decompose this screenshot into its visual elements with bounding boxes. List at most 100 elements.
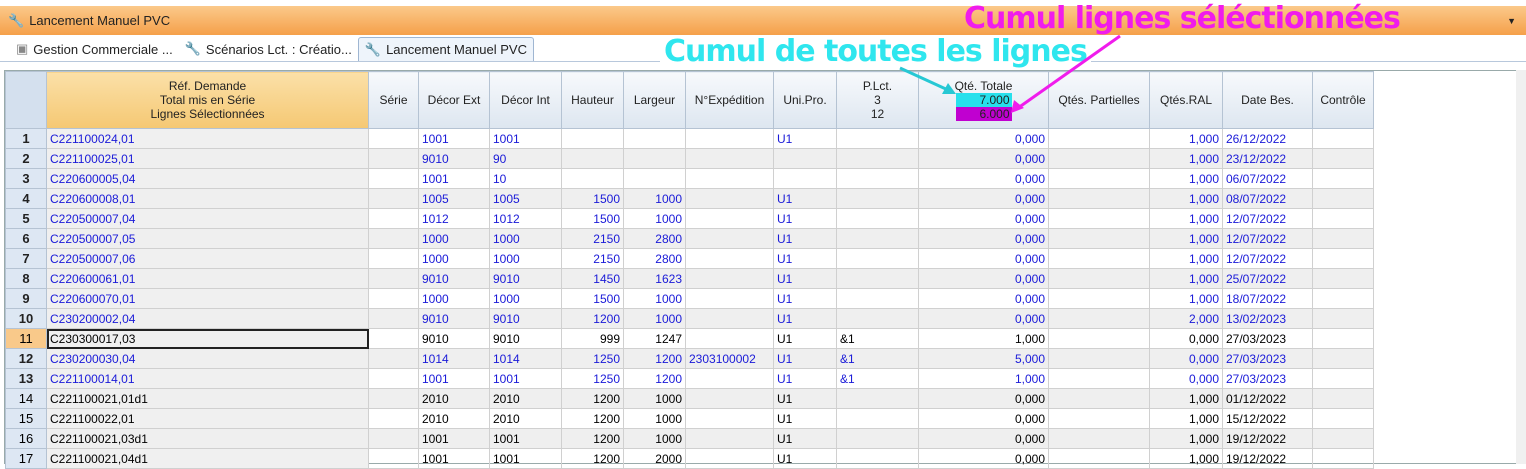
cell-part[interactable] <box>1048 288 1150 309</box>
cell-ref[interactable]: C220500007,05 <box>46 228 369 249</box>
table-row[interactable]: 4 C220600008,01 1005 1005 1500 1000 U1 0,000 1,0… <box>5 188 1374 209</box>
cell-int[interactable]: 2010 <box>489 388 562 409</box>
cell-h[interactable]: 1200 <box>561 408 624 429</box>
cell-qte[interactable]: 0,000 <box>918 268 1049 289</box>
dropdown-arrow-icon[interactable]: ▼ <box>1507 15 1516 26</box>
cell-l[interactable]: 1000 <box>623 188 686 209</box>
table-row[interactable]: 5 C220500007,04 1012 1012 1500 1000 U1 0,000 1,0… <box>5 208 1374 229</box>
cell-plct[interactable] <box>836 148 919 169</box>
cell-int[interactable]: 1012 <box>489 208 562 229</box>
cell-date[interactable]: 18/07/2022 <box>1222 288 1313 309</box>
cell-exp[interactable] <box>685 368 774 389</box>
cell-plct[interactable]: &1 <box>836 348 919 369</box>
cell-h[interactable]: 1200 <box>561 448 624 469</box>
cell-exp[interactable] <box>685 128 774 149</box>
cell-part[interactable] <box>1048 328 1150 349</box>
cell-h[interactable]: 1500 <box>561 208 624 229</box>
cell-h[interactable]: 1200 <box>561 308 624 329</box>
cell-serie[interactable] <box>368 428 419 449</box>
cell-plct[interactable] <box>836 308 919 329</box>
cell-serie[interactable] <box>368 148 419 169</box>
cell-h[interactable]: 2150 <box>561 248 624 269</box>
cell-date[interactable]: 08/07/2022 <box>1222 188 1313 209</box>
table-row[interactable]: 14 C221100021,01d1 2010 2010 1200 1000 U1 0,000… <box>5 388 1374 409</box>
cell-plct[interactable] <box>836 388 919 409</box>
cell-serie[interactable] <box>368 408 419 429</box>
cell-h[interactable] <box>561 168 624 189</box>
cell-exp[interactable] <box>685 408 774 429</box>
cell-part[interactable] <box>1048 388 1150 409</box>
col-largeur[interactable]: Largeur <box>623 71 686 129</box>
cell-ref[interactable]: C221100022,01 <box>46 408 369 429</box>
cell-h[interactable] <box>561 148 624 169</box>
cell-qte[interactable]: 1,000 <box>918 368 1049 389</box>
cell-uni[interactable] <box>773 148 837 169</box>
cell-plct[interactable] <box>836 128 919 149</box>
cell-date[interactable]: 12/07/2022 <box>1222 228 1313 249</box>
cell-uni[interactable]: U1 <box>773 428 837 449</box>
row-number[interactable]: 15 <box>5 408 47 429</box>
cell-exp[interactable]: 2303100002 <box>685 348 774 369</box>
cell-exp[interactable] <box>685 388 774 409</box>
cell-date[interactable]: 12/07/2022 <box>1222 248 1313 269</box>
row-number[interactable]: 2 <box>5 148 47 169</box>
cell-int[interactable]: 1001 <box>489 368 562 389</box>
cell-ral[interactable]: 1,000 <box>1149 388 1223 409</box>
cell-ctrl[interactable] <box>1312 228 1374 249</box>
data-grid[interactable]: Réf. Demande Total mis en Série Lignes Sél… <box>4 70 1522 469</box>
cell-ext[interactable]: 9010 <box>418 328 490 349</box>
table-row[interactable]: 12 C230200030,04 1014 1014 1250 1200 230310000… <box>5 348 1374 369</box>
cell-part[interactable] <box>1048 308 1150 329</box>
cell-serie[interactable] <box>368 188 419 209</box>
cell-ref[interactable]: C230200030,04 <box>46 348 369 369</box>
col-date-bes[interactable]: Date Bes. <box>1222 71 1313 129</box>
cell-ral[interactable]: 1,000 <box>1149 428 1223 449</box>
cell-qte[interactable]: 0,000 <box>918 228 1049 249</box>
cell-ctrl[interactable] <box>1312 308 1374 329</box>
row-number[interactable]: 9 <box>5 288 47 309</box>
col-decor-ext[interactable]: Décor Ext <box>418 71 490 129</box>
cell-ctrl[interactable] <box>1312 448 1374 469</box>
row-number[interactable]: 17 <box>5 448 47 469</box>
row-number[interactable]: 16 <box>5 428 47 449</box>
cell-ext[interactable]: 1000 <box>418 288 490 309</box>
cell-serie[interactable] <box>368 368 419 389</box>
row-number[interactable]: 14 <box>5 388 47 409</box>
row-number[interactable]: 8 <box>5 268 47 289</box>
cell-ref[interactable]: C220500007,06 <box>46 248 369 269</box>
cell-ral[interactable]: 1,000 <box>1149 268 1223 289</box>
cell-ctrl[interactable] <box>1312 408 1374 429</box>
cell-ref[interactable]: C220500007,04 <box>46 208 369 229</box>
cell-l[interactable]: 1000 <box>623 408 686 429</box>
row-number[interactable]: 5 <box>5 208 47 229</box>
cell-h[interactable] <box>561 128 624 149</box>
cell-ext[interactable]: 1001 <box>418 128 490 149</box>
col-qtes-partielles[interactable]: Qtés. Partielles <box>1048 71 1150 129</box>
tab-lancement-manuel[interactable]: 🔧 Lancement Manuel PVC <box>357 37 534 61</box>
cell-ral[interactable]: 1,000 <box>1149 288 1223 309</box>
cell-l[interactable]: 1200 <box>623 368 686 389</box>
cell-ext[interactable]: 1000 <box>418 248 490 269</box>
cell-int[interactable]: 90 <box>489 148 562 169</box>
cell-qte[interactable]: 0,000 <box>918 408 1049 429</box>
cell-int[interactable]: 9010 <box>489 308 562 329</box>
cell-l[interactable]: 1200 <box>623 348 686 369</box>
tab-gestion-commerciale[interactable]: ▣ Gestion Commerciale ... <box>10 37 179 61</box>
row-number[interactable]: 11 <box>5 328 47 349</box>
cell-plct[interactable]: &1 <box>836 368 919 389</box>
cell-ral[interactable]: 0,000 <box>1149 348 1223 369</box>
table-row[interactable]: 9 C220600070,01 1000 1000 1500 1000 U1 0,000 1,0… <box>5 288 1374 309</box>
col-expedition[interactable]: N°Expédition <box>685 71 774 129</box>
cell-plct[interactable] <box>836 408 919 429</box>
cell-l[interactable] <box>623 148 686 169</box>
cell-exp[interactable] <box>685 148 774 169</box>
cell-date[interactable]: 06/07/2022 <box>1222 168 1313 189</box>
cell-ref[interactable]: C220600008,01 <box>46 188 369 209</box>
cell-qte[interactable]: 0,000 <box>918 188 1049 209</box>
table-row[interactable]: 3 C220600005,04 1001 10 0,000 1,000 06/07/2022 <box>5 168 1374 189</box>
cell-date[interactable]: 27/03/2023 <box>1222 328 1313 349</box>
cell-qte[interactable]: 0,000 <box>918 388 1049 409</box>
col-serie[interactable]: Série <box>368 71 419 129</box>
cell-ext[interactable]: 2010 <box>418 388 490 409</box>
table-row[interactable]: 6 C220500007,05 1000 1000 2150 2800 U1 0,000 1,0… <box>5 228 1374 249</box>
